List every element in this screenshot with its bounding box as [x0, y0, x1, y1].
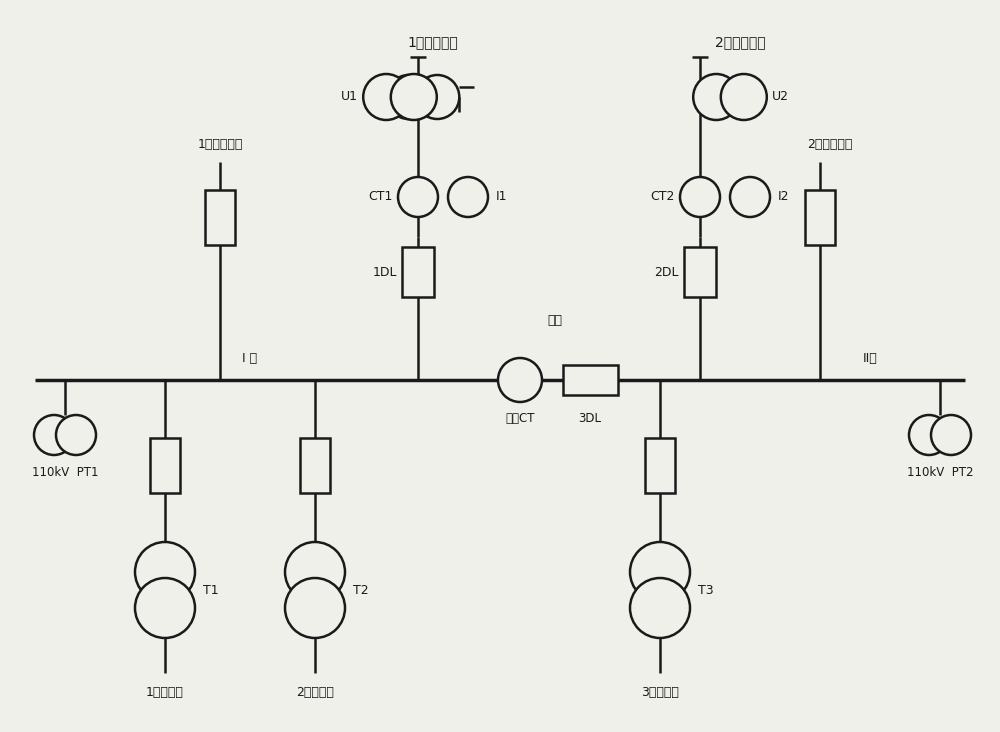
Text: U2: U2 [772, 91, 789, 103]
Circle shape [415, 75, 459, 119]
Circle shape [391, 74, 437, 120]
Circle shape [34, 415, 74, 455]
Text: 1号电源支路: 1号电源支路 [408, 35, 458, 49]
Circle shape [630, 542, 690, 602]
Circle shape [909, 415, 949, 455]
Text: U1: U1 [341, 91, 358, 103]
Text: 110kV  PT2: 110kV PT2 [907, 466, 973, 479]
Bar [562, 365, 618, 395]
Text: 1号变压器: 1号变压器 [146, 687, 184, 700]
Circle shape [285, 578, 345, 638]
Text: II母: II母 [863, 351, 877, 365]
Bar [684, 247, 716, 297]
Circle shape [721, 74, 767, 120]
Circle shape [931, 415, 971, 455]
Text: I1: I1 [496, 190, 508, 203]
Bar [300, 438, 330, 493]
Text: 2DL: 2DL [654, 266, 679, 278]
Circle shape [448, 177, 488, 217]
Circle shape [135, 542, 195, 602]
Circle shape [135, 578, 195, 638]
Circle shape [363, 74, 409, 120]
Text: 110kV  PT1: 110kV PT1 [32, 466, 98, 479]
Text: 2号变压器: 2号变压器 [296, 687, 334, 700]
Bar [805, 190, 835, 244]
Circle shape [56, 415, 96, 455]
Circle shape [630, 578, 690, 638]
Text: 3DL: 3DL [578, 411, 602, 425]
Text: 1号出线支路: 1号出线支路 [197, 138, 243, 151]
Circle shape [387, 75, 431, 119]
Text: 2号出线支路: 2号出线支路 [807, 138, 853, 151]
Text: T1: T1 [203, 583, 219, 597]
Text: T2: T2 [353, 583, 369, 597]
Circle shape [730, 177, 770, 217]
Circle shape [498, 358, 542, 402]
Bar [645, 438, 675, 493]
Text: 2号电源支路: 2号电源支路 [715, 35, 765, 49]
Text: I2: I2 [778, 190, 790, 203]
Text: CT2: CT2 [651, 190, 675, 203]
Bar [402, 247, 434, 297]
Text: 1DL: 1DL [372, 266, 397, 278]
Text: CT1: CT1 [369, 190, 393, 203]
Circle shape [398, 177, 438, 217]
Text: T3: T3 [698, 583, 714, 597]
Bar [205, 190, 235, 244]
Text: 分段: 分段 [548, 313, 562, 326]
Text: 分段CT: 分段CT [505, 411, 535, 425]
Circle shape [285, 542, 345, 602]
Circle shape [693, 74, 739, 120]
Text: 3号变压器: 3号变压器 [641, 687, 679, 700]
Circle shape [680, 177, 720, 217]
Bar [150, 438, 180, 493]
Text: I 母: I 母 [242, 351, 258, 365]
